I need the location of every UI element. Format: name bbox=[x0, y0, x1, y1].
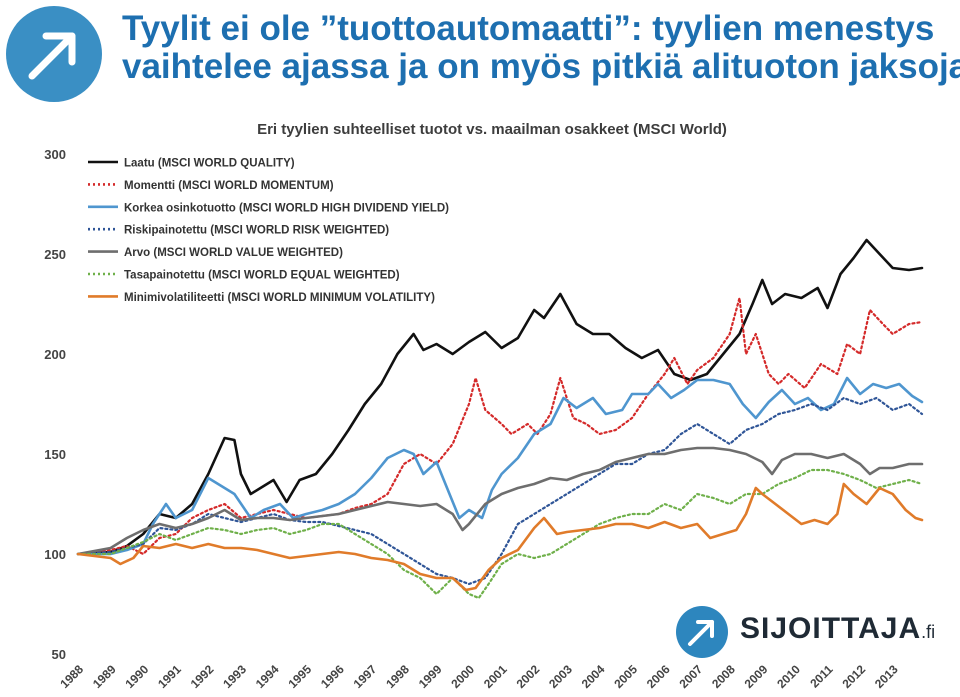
x-tick-label: 2000 bbox=[448, 662, 477, 691]
x-tick-label: 2002 bbox=[514, 662, 543, 691]
x-tick-label: 1991 bbox=[155, 662, 184, 691]
y-tick-label: 250 bbox=[44, 247, 66, 262]
x-tick-label: 1998 bbox=[383, 662, 412, 691]
x-tick-label: 2001 bbox=[481, 662, 510, 691]
x-tick-label: 1989 bbox=[90, 662, 119, 691]
arrow-up-right-icon bbox=[28, 32, 76, 80]
brand-logo-circle bbox=[676, 606, 728, 658]
x-tick-label: 2004 bbox=[579, 662, 608, 691]
x-tick-label: 2011 bbox=[807, 662, 836, 691]
y-tick-label: 50 bbox=[52, 647, 66, 662]
brand-tld: .fi bbox=[921, 622, 936, 642]
series-line bbox=[76, 482, 924, 592]
x-tick-label: 2012 bbox=[839, 662, 868, 691]
x-tick-label: 1988 bbox=[57, 662, 86, 691]
x-tick-label: 1995 bbox=[285, 662, 314, 691]
series-line bbox=[76, 396, 924, 586]
chart-title: Eri tyylien suhteelliset tuotot vs. maai… bbox=[257, 121, 727, 138]
page-title-line-2: vaihtelee ajassa ja on myös pitkiä alitu… bbox=[122, 47, 960, 86]
x-tick-label: 2003 bbox=[546, 662, 575, 691]
y-tick-label: 100 bbox=[44, 547, 66, 562]
page-title-line-1: Tyylit ei ole ”tuottoautomaatti”: tyylie… bbox=[122, 9, 935, 48]
y-tick-label: 200 bbox=[44, 347, 66, 362]
x-tick-label: 2010 bbox=[774, 662, 803, 691]
legend-label: Tasapainotettu (MSCI WORLD EQUAL WEIGHTE… bbox=[124, 270, 400, 282]
legend-label: Riskipainotettu (MSCI WORLD RISK WEIGHTE… bbox=[124, 225, 389, 237]
x-tick-label: 1994 bbox=[253, 662, 282, 691]
x-tick-label: 2013 bbox=[872, 662, 901, 691]
legend-label: Korkea osinkotuotto (MSCI WORLD HIGH DIV… bbox=[124, 202, 449, 214]
series-line bbox=[76, 446, 924, 556]
series-line bbox=[76, 376, 924, 556]
logo bbox=[6, 6, 102, 102]
x-tick-label: 2009 bbox=[742, 662, 771, 691]
brand-name-text: SIJOITTAJA bbox=[740, 612, 922, 645]
arrow-up-right-icon bbox=[688, 620, 714, 646]
x-tick-label: 1992 bbox=[188, 662, 217, 691]
legend-label: Minimivolatiliteetti (MSCI WORLD MINIMUM… bbox=[124, 292, 435, 304]
series-line bbox=[76, 238, 924, 556]
x-tick-label: 1996 bbox=[318, 662, 347, 691]
x-tick-label: 1997 bbox=[351, 662, 380, 691]
legend-label: Arvo (MSCI WORLD VALUE WEIGHTED) bbox=[124, 247, 343, 259]
brand-logo: SIJOITTAJA.fi bbox=[672, 604, 935, 660]
x-tick-label: 2007 bbox=[676, 662, 705, 691]
legend-label: Momentti (MSCI WORLD MOMENTUM) bbox=[124, 180, 334, 192]
x-tick-label: 2006 bbox=[644, 662, 673, 691]
x-tick-label: 1993 bbox=[220, 662, 249, 691]
x-tick-label: 1990 bbox=[123, 662, 152, 691]
y-tick-label: 300 bbox=[44, 147, 66, 162]
x-tick-label: 2005 bbox=[611, 662, 640, 691]
legend-label: Laatu (MSCI WORLD QUALITY) bbox=[124, 158, 295, 170]
x-tick-label: 2008 bbox=[709, 662, 738, 691]
brand-name: SIJOITTAJA.fi bbox=[740, 612, 935, 646]
page-title: Tyylit ei ole ”tuottoautomaatti”: tyylie… bbox=[122, 10, 960, 86]
x-tick-label: 1999 bbox=[416, 662, 445, 691]
series-line bbox=[76, 468, 924, 600]
y-tick-label: 150 bbox=[44, 447, 66, 462]
